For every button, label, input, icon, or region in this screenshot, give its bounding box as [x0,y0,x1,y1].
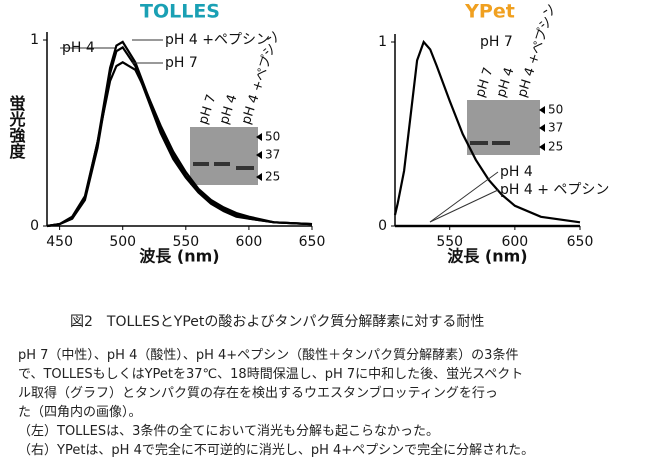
band [214,162,230,166]
caption-line: （左）TOLLESは、3条件の全てにおいて消光も分解も起こらなかった。 [18,424,440,439]
marker-label: 50 [548,103,563,117]
marker-label: 37 [265,148,280,162]
y-tick-label: 0 [378,218,387,234]
leader-line [429,189,499,223]
y-tick-label: 0 [30,218,39,234]
marker-arrow [256,151,262,159]
series-label: pH 4 + ペプシン [500,182,609,198]
figure-title: 図2 TOLLESとYPetの酸およびタンパク質分解酵素に対する耐性 [70,314,485,330]
lane-label: pH 4 [217,93,241,127]
x-tick-label: 600 [236,234,263,250]
y-tick-label: 1 [378,34,387,50]
leader-line [429,171,499,223]
marker-label: 37 [548,121,563,135]
x-tick-label: 650 [567,234,594,250]
caption-line: で、TOLLESもしくはYPetを37℃、18時間保温し、pH 7に中和した後、… [18,367,524,382]
lane-label: pH 4 +ペプシン [515,2,559,99]
x-tick-label: 500 [109,234,136,250]
blot [190,127,258,185]
x-tick-label: 550 [172,234,199,250]
band [492,141,510,145]
x-tick-label: 650 [299,234,326,250]
x-axis-label: 波長 (nm) [139,247,219,266]
series-label: pH 7 [165,55,198,71]
marker-arrow [539,143,545,151]
series-label: pH 7 [480,34,513,50]
caption-line: （右）YPetは、pH 4で完全に不可逆的に消光し、pH 4+ペプシンで完全に分… [18,443,535,458]
x-axis-label: 波長 (nm) [447,247,527,266]
x-tick-label: 450 [46,234,73,250]
marker-arrow [539,106,545,114]
marker-arrow [256,173,262,181]
marker-arrow [539,124,545,132]
chart-title: TOLLES [140,1,220,23]
band [236,166,254,170]
y-axis-label: 蛍光強度 [7,94,27,160]
caption-line: た（四角内の画像）。 [18,405,142,420]
marker-label: 25 [265,170,280,184]
y-tick-label: 1 [30,32,39,48]
line-series [46,61,313,228]
caption-line: pH 7（中性）、pH 4（酸性）、pH 4+ペプシン（酸性＋タンパク質分解酵素… [18,348,519,363]
band [193,162,209,166]
caption-line: ル取得（グラフ）とタンパク質の存在を検出するウエスタンブロッティングを行っ [18,386,498,401]
band [470,141,488,145]
series-label: pH 4 [500,164,533,180]
marker-label: 50 [265,130,280,144]
marker-label: 25 [548,140,563,154]
chart-title: YPet [464,1,515,23]
marker-arrow [256,133,262,141]
x-tick-label: 600 [501,234,528,250]
line-series [393,39,581,224]
series-label: pH 4 +ペプシン [165,32,270,48]
blot [467,100,540,155]
x-tick-label: 550 [436,234,463,250]
series-label: pH 4 [62,40,95,56]
